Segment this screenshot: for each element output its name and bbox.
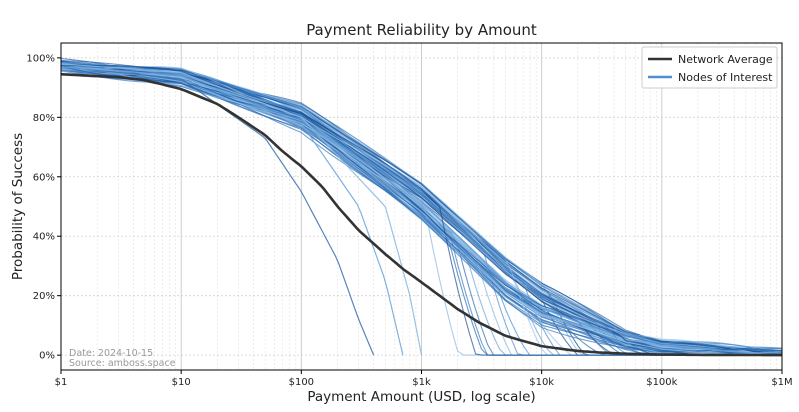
chart-title: Payment Reliability by Amount: [306, 21, 537, 39]
node-curve-line: [60, 69, 782, 356]
y-tick-label: 20%: [33, 291, 55, 302]
x-axis-ticks: $1 $10 $100 $1k $10k $100k $1M: [55, 370, 793, 388]
node-curve-line: [60, 62, 783, 354]
x-tick-label: $10: [172, 377, 191, 388]
y-tick-label: 40%: [33, 232, 55, 243]
node-curve-line: [60, 63, 783, 356]
legend-box: [641, 46, 778, 89]
annotation-source: Source: amboss.space: [69, 358, 176, 369]
y-tick-label: 60%: [33, 172, 55, 183]
network-average-curve-group: [60, 72, 782, 357]
node-curve-line: [60, 66, 782, 356]
legend: Network Average Nodes of Interest: [641, 46, 778, 89]
node-curve-early-drop-line: [60, 63, 423, 356]
y-tick-label: 0%: [39, 351, 55, 362]
x-tick-label: $1: [55, 377, 68, 388]
y-axis-label: Probability of Success: [10, 133, 26, 280]
node-curve-line: [60, 68, 783, 355]
x-tick-label: $1M: [771, 377, 792, 388]
x-tick-label: $100k: [646, 377, 677, 388]
y-axis-ticks: 0% 20% 40% 60% 80% 100%: [26, 53, 61, 362]
x-tick-label: $10k: [529, 377, 554, 388]
node-curve-early-drop-line: [60, 66, 404, 356]
node-curve-line: [60, 62, 783, 353]
legend-label-network-average: Network Average: [678, 53, 773, 66]
legend-label-nodes-of-interest: Nodes of Interest: [678, 71, 773, 84]
network-average-line: [60, 72, 782, 357]
x-tick-label: $100: [289, 377, 314, 388]
y-tick-label: 100%: [26, 53, 55, 64]
x-tick-label: $1k: [412, 377, 431, 388]
node-curve-line: [60, 65, 782, 356]
annotation-date: Date: 2024-10-15: [69, 348, 153, 359]
x-axis-label: Payment Amount (USD, log scale): [307, 389, 535, 405]
y-tick-label: 80%: [33, 113, 55, 124]
